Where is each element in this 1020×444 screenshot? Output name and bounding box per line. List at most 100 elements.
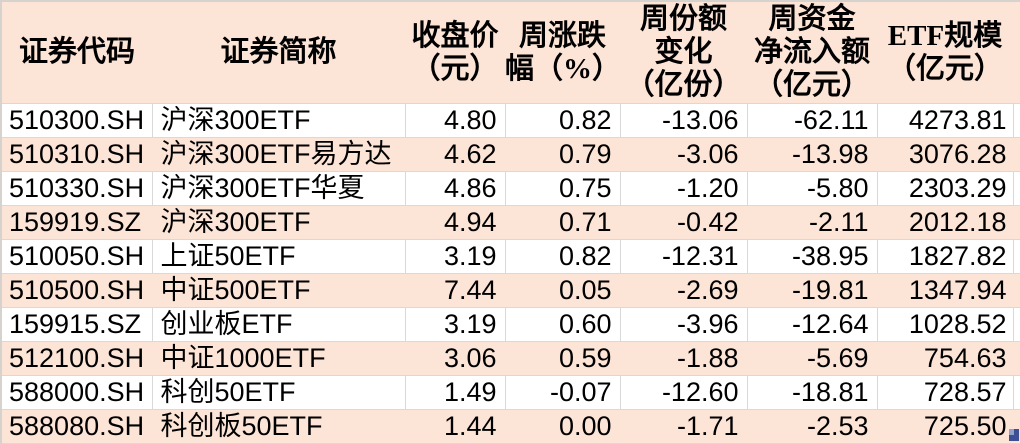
table-row: 510050.SH 上证50ETF 3.19 0.82 -12.31 -38.95 1827… <box>2 239 1020 274</box>
cell-filler <box>1013 307 1020 342</box>
cell-close: 4.94 <box>405 205 506 240</box>
cell-close: 4.62 <box>405 137 506 172</box>
cell-scale: 754.63 <box>877 341 1014 376</box>
col-header-scale: ETF规模 （亿元） <box>877 2 1013 104</box>
cell-net-inflow: -38.95 <box>747 239 878 274</box>
table-row: 159919.SZ 沪深300ETF 4.94 0.71 -0.42 -2.11 2012.… <box>2 205 1020 240</box>
cell-filler <box>1013 205 1020 240</box>
cell-scale: 3076.28 <box>877 137 1014 172</box>
cell-name: 沪深300ETF易方达 <box>152 137 406 172</box>
cell-net-inflow: -13.98 <box>747 137 878 172</box>
cell-close: 4.86 <box>405 171 506 206</box>
cell-net-inflow: -2.53 <box>747 409 878 444</box>
table-row: 512100.SH 中证1000ETF 3.06 0.59 -1.88 -5.69 754.… <box>2 341 1020 376</box>
cell-share-change: -1.20 <box>620 171 748 206</box>
cell-code: 510310.SH <box>2 137 153 172</box>
header-row: 证券代码 证券简称 收盘价 （元） 周涨跌 幅（%） 周份额 变化 （亿份） 周… <box>2 2 1020 104</box>
cell-share-change: -13.06 <box>620 103 748 138</box>
cell-scale: 2303.29 <box>877 171 1014 206</box>
table-row: 588080.SH 科创板50ETF 1.44 0.00 -1.71 -2.53 725.5… <box>2 409 1020 444</box>
cell-scale: 725.50 <box>877 409 1014 444</box>
cell-name: 上证50ETF <box>152 239 406 274</box>
cell-change: 0.71 <box>505 205 621 240</box>
cell-share-change: -1.88 <box>620 341 748 376</box>
cell-close: 3.19 <box>405 239 506 274</box>
cell-net-inflow: -12.64 <box>747 307 878 342</box>
cell-change: 0.82 <box>505 239 621 274</box>
cell-net-inflow: -18.81 <box>747 375 878 410</box>
table-row: 510330.SH 沪深300ETF华夏 4.86 0.75 -1.20 -5.80 230… <box>2 171 1020 206</box>
cell-change: 0.60 <box>505 307 621 342</box>
watermark-corner-highlight <box>1009 429 1014 435</box>
table-row: 159915.SZ 创业板ETF 3.19 0.60 -3.96 -12.64 1028.5… <box>2 307 1020 342</box>
cell-filler <box>1013 103 1020 138</box>
cell-share-change: -2.69 <box>620 273 748 308</box>
cell-scale: 2012.18 <box>877 205 1014 240</box>
cell-filler <box>1013 375 1020 410</box>
col-header-filler <box>1013 2 1020 104</box>
cell-share-change: -3.06 <box>620 137 748 172</box>
cell-filler <box>1013 171 1020 206</box>
cell-code: 588000.SH <box>2 375 153 410</box>
cell-change: 0.05 <box>505 273 621 308</box>
cell-name: 沪深300ETF <box>152 205 406 240</box>
cell-change: 0.59 <box>505 341 621 376</box>
watermark-corner-icon <box>1009 429 1019 441</box>
table-row: 510300.SH 沪深300ETF 4.80 0.82 -13.06 -62.11 427… <box>2 103 1020 138</box>
cell-code: 512100.SH <box>2 341 153 376</box>
cell-scale: 1827.82 <box>877 239 1014 274</box>
col-header-code: 证券代码 <box>2 2 152 104</box>
col-header-share-change: 周份额 变化 （亿份） <box>620 2 747 104</box>
cell-code: 510300.SH <box>2 103 153 138</box>
cell-share-change: -3.96 <box>620 307 748 342</box>
cell-net-inflow: -2.11 <box>747 205 878 240</box>
cell-scale: 728.57 <box>877 375 1014 410</box>
cell-share-change: -1.71 <box>620 409 748 444</box>
cell-code: 159915.SZ <box>2 307 153 342</box>
cell-code: 588080.SH <box>2 409 153 444</box>
cell-name: 中证1000ETF <box>152 341 406 376</box>
cell-net-inflow: -19.81 <box>747 273 878 308</box>
cell-code: 510500.SH <box>2 273 153 308</box>
cell-change: 0.79 <box>505 137 621 172</box>
cell-name: 沪深300ETF华夏 <box>152 171 406 206</box>
cell-net-inflow: -62.11 <box>747 103 878 138</box>
cell-close: 3.19 <box>405 307 506 342</box>
cell-scale: 1028.52 <box>877 307 1014 342</box>
cell-net-inflow: -5.69 <box>747 341 878 376</box>
cell-name: 科创50ETF <box>152 375 406 410</box>
cell-filler <box>1013 137 1020 172</box>
col-header-change: 周涨跌 幅（%） <box>505 2 621 104</box>
cell-name: 创业板ETF <box>152 307 406 342</box>
cell-filler <box>1013 239 1020 274</box>
col-header-close: 收盘价 （元） <box>405 2 505 104</box>
cell-share-change: -12.60 <box>620 375 748 410</box>
cell-filler <box>1013 273 1020 308</box>
cell-filler <box>1013 341 1020 376</box>
cell-close: 1.49 <box>405 375 506 410</box>
cell-close: 3.06 <box>405 341 506 376</box>
cell-close: 4.80 <box>405 103 506 138</box>
table-row: 510500.SH 中证500ETF 7.44 0.05 -2.69 -19.81 1347… <box>2 273 1020 308</box>
col-header-net-inflow: 周资金 净流入额 （亿元） <box>747 2 877 104</box>
table-body: 510300.SH 沪深300ETF 4.80 0.82 -13.06 -62.11 427… <box>2 103 1020 444</box>
cell-scale: 4273.81 <box>877 103 1014 138</box>
cell-code: 510050.SH <box>2 239 153 274</box>
cell-code: 510330.SH <box>2 171 153 206</box>
col-header-name: 证券简称 <box>152 2 405 104</box>
cell-change: 0.00 <box>505 409 621 444</box>
cell-name: 中证500ETF <box>152 273 406 308</box>
cell-scale: 1347.94 <box>877 273 1014 308</box>
cell-code: 159919.SZ <box>2 205 153 240</box>
cell-share-change: -0.42 <box>620 205 748 240</box>
cell-change: 0.82 <box>505 103 621 138</box>
cell-share-change: -12.31 <box>620 239 748 274</box>
cell-net-inflow: -5.80 <box>747 171 878 206</box>
cell-change: 0.75 <box>505 171 621 206</box>
cell-close: 1.44 <box>405 409 506 444</box>
table-row: 510310.SH 沪深300ETF易方达 4.62 0.79 -3.06 -13.98 3… <box>2 137 1020 172</box>
cell-close: 7.44 <box>405 273 506 308</box>
cell-name: 科创板50ETF <box>152 409 406 444</box>
